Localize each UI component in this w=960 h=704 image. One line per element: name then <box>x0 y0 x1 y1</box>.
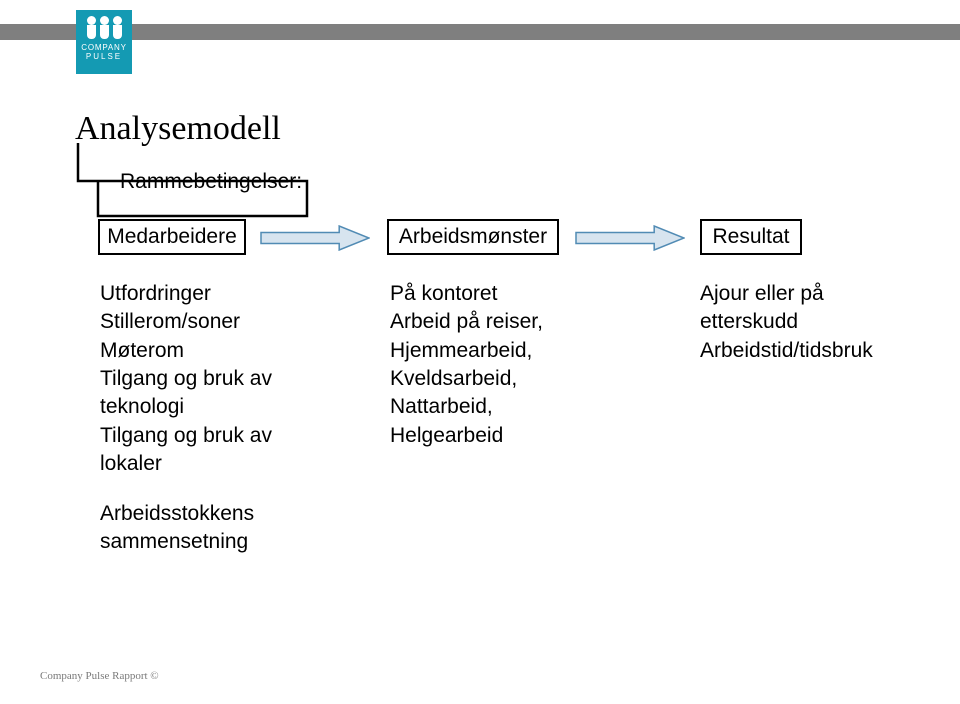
list-item: Tilgang og bruk av <box>100 365 272 393</box>
logo-dot <box>113 16 122 25</box>
logo-text-2: PULSE <box>86 52 122 61</box>
page: COMPANY PULSE Analysemodell Rammebetinge… <box>0 0 960 704</box>
logo: COMPANY PULSE <box>76 10 132 74</box>
column-right: Ajour eller påetterskuddArbeidstid/tidsb… <box>700 280 873 365</box>
logo-dots <box>87 16 122 25</box>
subtitle: Rammebetingelser: <box>120 170 302 194</box>
logo-bar <box>87 25 96 39</box>
list-item: Ajour eller på <box>700 280 873 308</box>
list-item: Arbeid på reiser, <box>390 308 543 336</box>
list-item: Stillerom/soner <box>100 308 272 336</box>
list-item: På kontoret <box>390 280 543 308</box>
logo-text-1: COMPANY <box>81 43 126 52</box>
logo-dot <box>87 16 96 25</box>
list-item: Arbeidsstokkens <box>100 500 254 528</box>
list-item: teknologi <box>100 393 272 421</box>
footer-text: Company Pulse Rapport © <box>40 670 159 682</box>
list-item: Møterom <box>100 337 272 365</box>
list-item: sammensetning <box>100 528 254 556</box>
box-arbeidsmonster: Arbeidsmønster <box>387 219 559 255</box>
list-item: lokaler <box>100 450 272 478</box>
list-item: Arbeidstid/tidsbruk <box>700 337 873 365</box>
column-left: UtfordringerStillerom/sonerMøteromTilgan… <box>100 280 272 478</box>
logo-dot <box>100 16 109 25</box>
list-item: Tilgang og bruk av <box>100 422 272 450</box>
logo-bar <box>113 25 122 39</box>
list-item: Helgearbeid <box>390 422 543 450</box>
box-resultat: Resultat <box>700 219 802 255</box>
list-item: Hjemmearbeid, <box>390 337 543 365</box>
box-medarbeidere: Medarbeidere <box>98 219 246 255</box>
top-bar <box>0 24 960 40</box>
arrow-1 <box>260 225 370 251</box>
column-middle: På kontoretArbeid på reiser,Hjemmearbeid… <box>390 280 543 450</box>
logo-bar <box>100 25 109 39</box>
list-item: Utfordringer <box>100 280 272 308</box>
logo-bars <box>87 25 122 39</box>
column-left-extra: Arbeidsstokkenssammensetning <box>100 500 254 557</box>
list-item: Nattarbeid, <box>390 393 543 421</box>
list-item: etterskudd <box>700 308 873 336</box>
arrow-2 <box>575 225 685 251</box>
list-item: Kveldsarbeid, <box>390 365 543 393</box>
